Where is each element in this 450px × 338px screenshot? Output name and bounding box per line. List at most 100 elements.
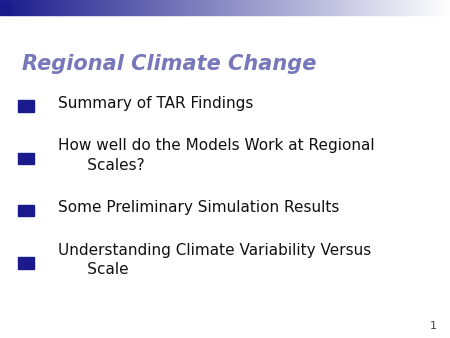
Bar — [4, 0, 6, 15]
Bar — [233, 0, 234, 15]
Bar — [180, 0, 182, 15]
Bar — [136, 0, 139, 15]
Text: Understanding Climate Variability Versus
      Scale: Understanding Climate Variability Versus… — [58, 243, 372, 277]
Bar — [248, 0, 249, 15]
Bar — [338, 0, 339, 15]
Bar — [260, 0, 261, 15]
Bar — [273, 0, 275, 15]
Bar — [177, 0, 179, 15]
Bar — [153, 0, 155, 15]
Bar — [226, 0, 229, 15]
Bar — [212, 0, 213, 15]
Bar — [94, 0, 96, 15]
Bar — [297, 0, 299, 15]
Bar — [51, 0, 53, 15]
Bar — [387, 0, 389, 15]
Bar — [336, 0, 338, 15]
Bar — [30, 0, 32, 15]
Bar — [14, 0, 15, 15]
Bar — [192, 0, 194, 15]
Bar — [433, 0, 436, 15]
Bar — [314, 0, 315, 15]
Bar — [264, 0, 266, 15]
Bar — [292, 0, 294, 15]
Bar — [446, 0, 447, 15]
Bar — [12, 0, 14, 15]
Bar — [134, 0, 135, 15]
Bar — [278, 0, 279, 15]
Bar — [413, 0, 414, 15]
Bar — [420, 0, 422, 15]
Bar — [201, 0, 203, 15]
Bar — [406, 0, 409, 15]
Bar — [352, 0, 355, 15]
Bar — [206, 0, 207, 15]
Bar — [150, 0, 152, 15]
Bar — [342, 0, 344, 15]
Bar — [276, 0, 278, 15]
Bar — [89, 0, 90, 15]
Bar — [253, 0, 256, 15]
Bar — [111, 0, 113, 15]
Bar — [64, 0, 67, 15]
Bar — [63, 0, 65, 15]
Bar — [296, 0, 297, 15]
Bar — [168, 0, 170, 15]
Bar — [284, 0, 285, 15]
Bar — [9, 0, 11, 15]
Bar — [384, 0, 386, 15]
Bar — [141, 0, 143, 15]
Bar — [432, 0, 434, 15]
Bar — [195, 0, 197, 15]
Bar — [55, 0, 58, 15]
Bar — [102, 0, 104, 15]
Bar — [440, 0, 441, 15]
Bar — [57, 0, 59, 15]
Bar — [75, 0, 77, 15]
Bar — [303, 0, 305, 15]
Bar — [294, 0, 296, 15]
Bar — [234, 0, 236, 15]
Bar — [429, 0, 431, 15]
Bar — [1, 0, 4, 15]
Bar — [181, 0, 184, 15]
Bar — [126, 0, 128, 15]
Bar — [82, 0, 85, 15]
Bar — [22, 0, 24, 15]
Bar — [414, 0, 416, 15]
Bar — [140, 0, 141, 15]
Bar — [318, 0, 320, 15]
Bar — [68, 0, 69, 15]
Bar — [370, 0, 373, 15]
Bar — [300, 0, 302, 15]
Bar — [202, 0, 204, 15]
Bar — [397, 0, 400, 15]
Bar — [171, 0, 173, 15]
Bar — [144, 0, 146, 15]
Bar — [251, 0, 252, 15]
Bar — [377, 0, 378, 15]
Bar — [127, 0, 130, 15]
Bar — [53, 0, 54, 15]
Bar — [392, 0, 393, 15]
Bar — [116, 0, 117, 15]
Bar — [122, 0, 123, 15]
Bar — [390, 0, 392, 15]
Bar — [351, 0, 353, 15]
Bar — [125, 0, 126, 15]
Bar — [179, 0, 180, 15]
Bar — [381, 0, 383, 15]
Bar — [84, 0, 86, 15]
Bar — [315, 0, 317, 15]
Bar — [37, 0, 40, 15]
Bar — [395, 0, 396, 15]
Text: 1: 1 — [429, 321, 436, 331]
Bar — [8, 0, 9, 15]
Bar — [210, 0, 212, 15]
Bar — [255, 0, 257, 15]
Bar — [327, 0, 329, 15]
Text: How well do the Models Work at Regional
      Scales?: How well do the Models Work at Regional … — [58, 138, 375, 173]
Bar — [436, 0, 438, 15]
Bar — [346, 0, 348, 15]
Bar — [19, 0, 22, 15]
